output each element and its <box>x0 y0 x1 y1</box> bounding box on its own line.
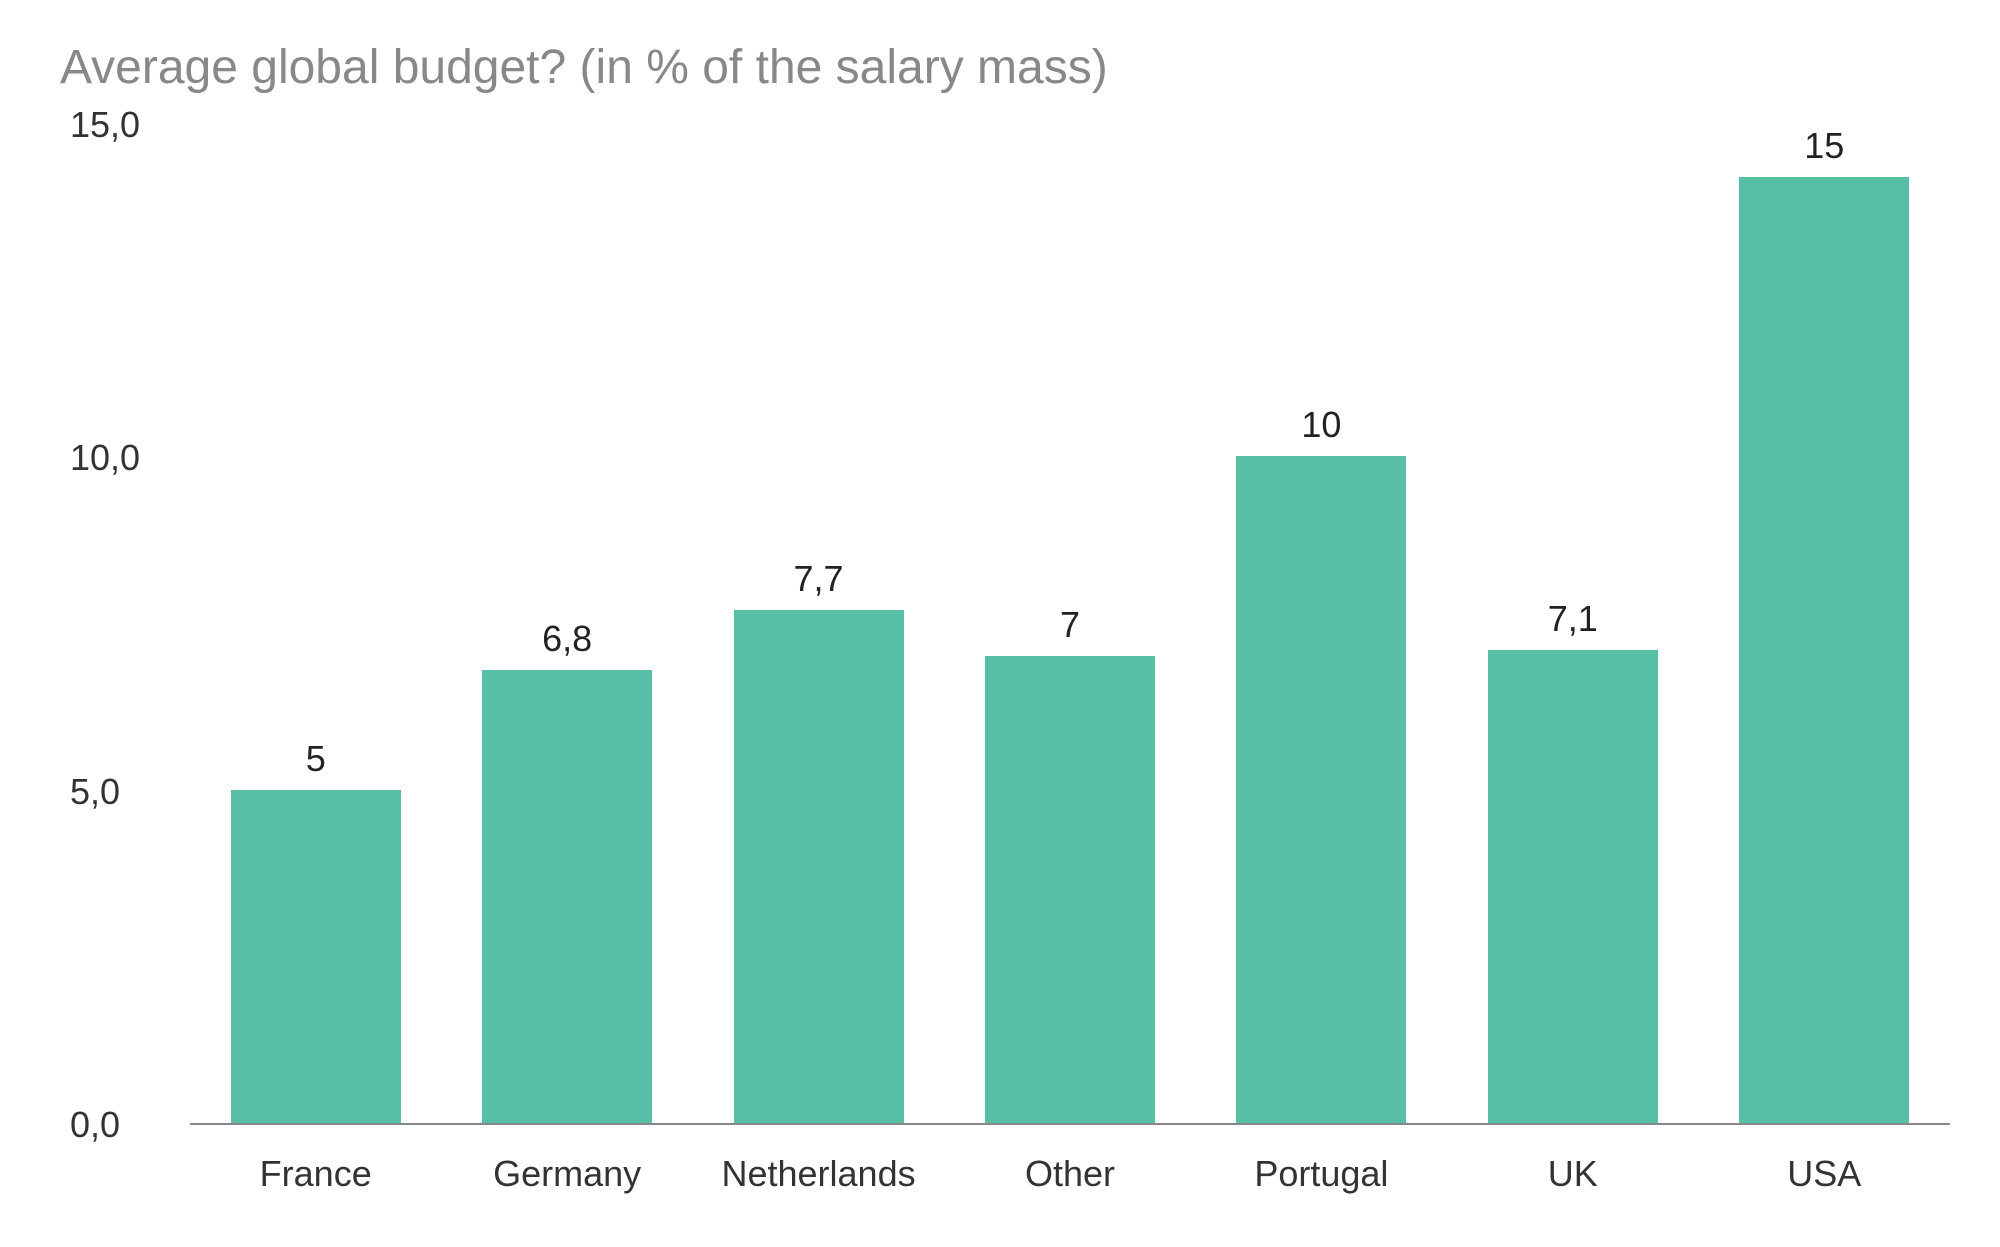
bar-value-label: 7,1 <box>1548 598 1598 640</box>
x-tick-label: USA <box>1724 1153 1924 1195</box>
bar <box>1236 456 1406 1123</box>
y-tick-label: 15,0 <box>70 104 140 146</box>
y-tick-label: 5,0 <box>70 771 120 813</box>
chart-title: Average global budget? (in % of the sala… <box>50 40 1950 95</box>
bar-group: 7 <box>970 125 1170 1123</box>
plot-area: 0,05,010,015,0 56,87,77107,115 FranceGer… <box>70 125 1950 1125</box>
bar <box>1488 650 1658 1123</box>
bar <box>231 790 401 1123</box>
y-axis: 0,05,010,015,0 <box>70 125 170 1125</box>
bar-group: 6,8 <box>467 125 667 1123</box>
bar <box>734 610 904 1123</box>
bar-value-label: 5 <box>306 738 326 780</box>
x-tick-label: UK <box>1473 1153 1673 1195</box>
bar-group: 10 <box>1221 125 1421 1123</box>
x-axis-labels: France Germany Netherlands Other Portugal UK U… <box>190 1153 1950 1195</box>
bar-group: 15 <box>1724 125 1924 1123</box>
x-tick-label: Other <box>970 1153 1170 1195</box>
chart-container: Average global budget? (in % of the sala… <box>0 0 2000 1247</box>
bar-value-label: 15 <box>1804 125 1844 167</box>
x-tick-label: Portugal <box>1221 1153 1421 1195</box>
bar-value-label: 7 <box>1060 604 1080 646</box>
x-tick-label: Netherlands <box>719 1153 919 1195</box>
bar <box>985 656 1155 1123</box>
bar-group: 7,1 <box>1473 125 1673 1123</box>
bar-value-label: 6,8 <box>542 618 592 660</box>
x-tick-label: Germany <box>467 1153 667 1195</box>
bars-area: 5 6,8 7,7 7 10 7,1 15 <box>190 125 1950 1125</box>
bar-value-label: 10 <box>1301 404 1341 446</box>
bar <box>1739 177 1909 1123</box>
y-tick-label: 10,0 <box>70 437 140 479</box>
bar <box>482 670 652 1123</box>
bar-value-label: 7,7 <box>794 558 844 600</box>
x-tick-label: France <box>216 1153 416 1195</box>
y-tick-label: 0,0 <box>70 1104 120 1146</box>
bar-group: 5 <box>216 125 416 1123</box>
bar-group: 7,7 <box>719 125 919 1123</box>
